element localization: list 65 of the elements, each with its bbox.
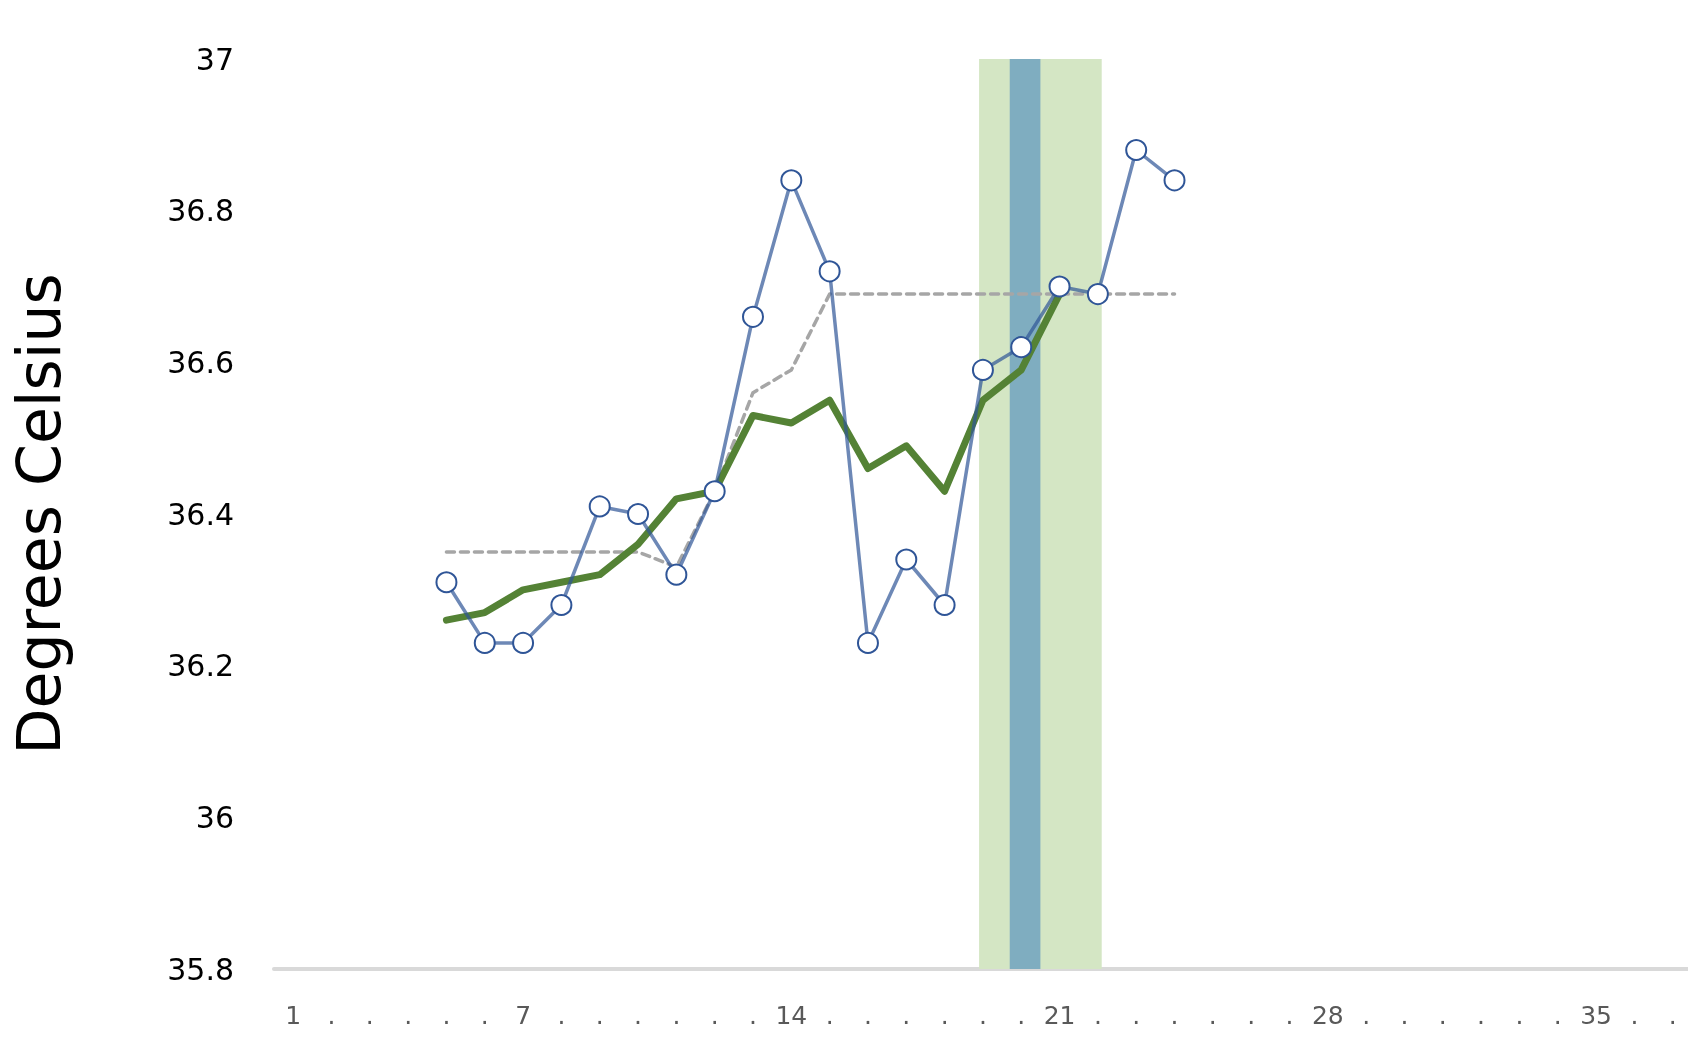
x-tick-label: 21 [1043, 1001, 1076, 1030]
x-tick-label: . [1247, 1001, 1256, 1030]
x-tick-label: . [1285, 1001, 1294, 1030]
x-tick-label: . [557, 1001, 566, 1030]
y-tick-label: 36.4 [167, 496, 234, 532]
point [1125, 139, 1148, 161]
point [1010, 336, 1033, 359]
x-tick-label: . [1362, 1001, 1371, 1030]
x-tick-label: . [749, 1001, 757, 1030]
x-tick-label: . [863, 1001, 872, 1030]
point [512, 631, 535, 654]
point [1163, 169, 1186, 192]
x-tick-label: . [1093, 1001, 1102, 1030]
x-tick-label: . [365, 1001, 374, 1030]
x-tick-label: 1 [285, 1001, 302, 1030]
point [856, 631, 879, 654]
x-tick-label: . [1553, 1001, 1562, 1030]
x-tick-label: . [710, 1001, 719, 1030]
x-tick-label: . [1017, 1001, 1026, 1030]
x-tick-label: . [404, 1001, 413, 1030]
y-tick-label: 35.8 [167, 951, 234, 987]
y-tick-label: 36 [195, 799, 234, 835]
x-tick-label: . [1630, 1001, 1639, 1030]
x-tick-label: . [1208, 1001, 1217, 1030]
x-tick-label: . [1515, 1001, 1524, 1030]
x-tick-label: . [1132, 1001, 1141, 1030]
point [818, 260, 841, 283]
x-tick-label: 35 [1580, 1001, 1612, 1030]
point [550, 594, 573, 616]
point [435, 571, 458, 594]
point [473, 631, 496, 654]
y-tick-label: 36.8 [167, 193, 234, 229]
point [971, 358, 994, 381]
point [627, 503, 650, 525]
point [588, 495, 611, 518]
x-tick-label: . [902, 1001, 911, 1030]
x-tick-label: . [480, 1001, 489, 1030]
x-tick-label: . [1668, 1001, 1677, 1030]
x-tick-label: . [634, 1001, 643, 1030]
point [780, 169, 803, 192]
x-tick-label: . [442, 1001, 451, 1030]
x-tick-label: . [825, 1001, 834, 1030]
y-axis-title: Degrees Celsius [4, 273, 74, 755]
x-tick-label: 7 [515, 1001, 532, 1030]
x-tick-label: . [595, 1001, 604, 1030]
x-tick-label: . [1170, 1001, 1179, 1030]
x-tick-label: 28 [1311, 1001, 1344, 1030]
point [895, 548, 918, 571]
y-tick-label: 36.6 [167, 344, 234, 380]
x-tick-label: 14 [775, 1001, 808, 1030]
y-tick-label: 37 [195, 41, 234, 77]
x-tick-label: . [1477, 1001, 1486, 1030]
x-tick-label: . [327, 1001, 336, 1030]
x-tick-label: . [1438, 1001, 1447, 1030]
point [703, 480, 726, 503]
point [1086, 283, 1109, 306]
point [665, 563, 688, 586]
point [742, 305, 764, 328]
point [1048, 275, 1071, 298]
x-tick-label: . [1400, 1001, 1409, 1030]
x-tick-label: . [978, 1001, 987, 1030]
x-tick-label: . [940, 1001, 949, 1030]
x-tick-label: . [672, 1001, 681, 1030]
y-tick-label: 36.2 [167, 648, 234, 684]
point [933, 594, 956, 616]
